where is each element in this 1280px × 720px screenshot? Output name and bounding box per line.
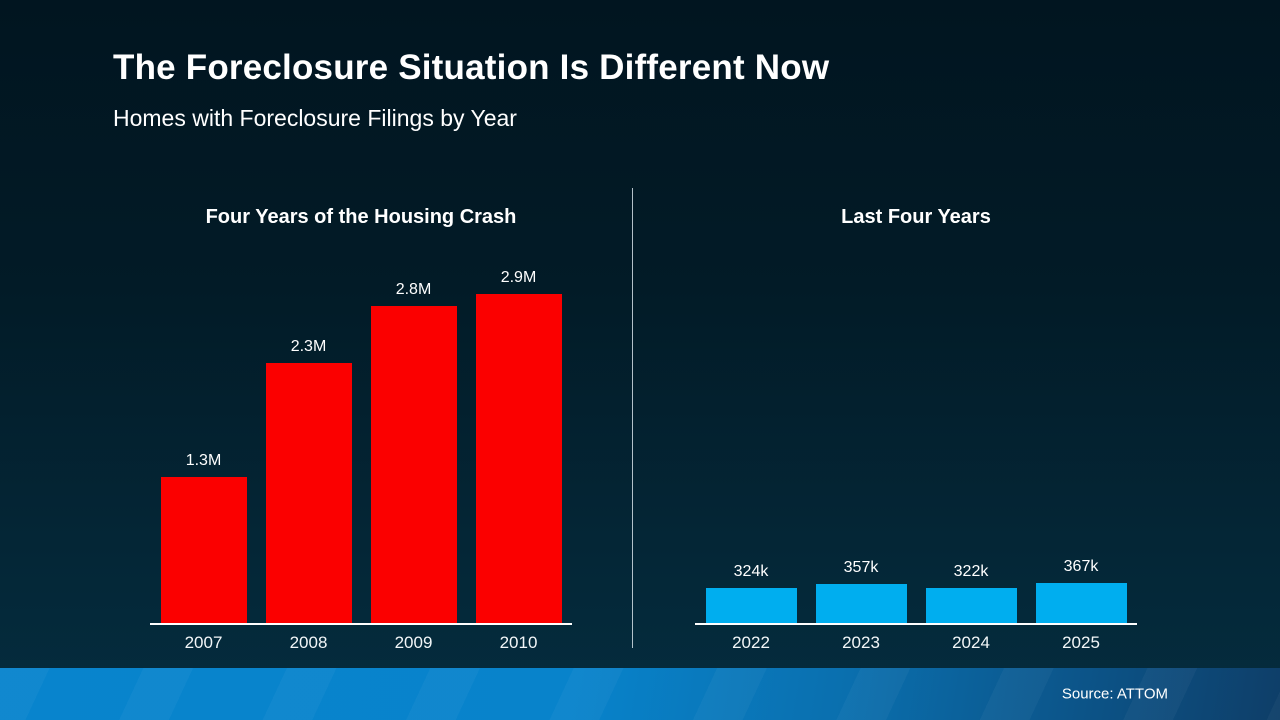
bar — [925, 588, 1017, 625]
x-axis-label: 2009 — [394, 633, 433, 652]
years-row: 2007 2008 2009 2010 — [150, 633, 572, 653]
bar — [1035, 583, 1127, 625]
x-axis-label: 2022 — [732, 633, 770, 652]
page-title: The Foreclosure Situation Is Different N… — [113, 48, 830, 87]
bar-value-label: 367k — [1063, 558, 1099, 575]
bar-value-label: 324k — [733, 563, 769, 580]
x-axis-label: 2010 — [499, 633, 538, 652]
source-attribution: Source: ATTOM — [1061, 685, 1168, 703]
x-axis-label: 2008 — [289, 633, 328, 652]
x-axis-label: 2025 — [1062, 633, 1100, 652]
bars-row: 324k 357k 322k 367k — [695, 558, 1137, 625]
chart-panel-housing-crash: Four Years of the Housing Crash 1.3M 2.3M… — [150, 200, 572, 660]
bar-value-label: 1.3M — [185, 452, 222, 469]
bar-value-label: 2.3M — [290, 338, 327, 355]
bar-value-label: 2.8M — [395, 281, 432, 298]
bar — [815, 584, 907, 625]
years-row: 2022 2023 2024 2025 — [695, 633, 1137, 653]
bar — [475, 294, 562, 625]
x-axis-label: 2024 — [952, 633, 990, 652]
bar-group: 1.3M — [160, 452, 247, 625]
x-axis-label: 2023 — [842, 633, 880, 652]
x-axis-line — [150, 623, 572, 625]
bar-value-label: 357k — [843, 559, 879, 576]
bars-row: 1.3M 2.3M 2.8M 2.9M — [150, 269, 572, 625]
footer-band: Source: ATTOM — [0, 668, 1280, 720]
bar-group: 322k — [925, 563, 1017, 625]
bar-group: 367k — [1035, 558, 1127, 625]
chart-title: Four Years of the Housing Crash — [205, 206, 517, 228]
bar-value-label: 322k — [953, 563, 989, 580]
bar — [160, 477, 247, 625]
bar-group: 2.8M — [370, 281, 457, 625]
chart-panel-last-four-years: Last Four Years 324k 357k 322k 367k 2022 202… — [695, 200, 1137, 660]
bar — [370, 306, 457, 625]
bar — [265, 363, 352, 625]
panel-divider-line — [632, 188, 633, 648]
chart-title: Last Four Years — [841, 206, 991, 228]
bar-group: 2.3M — [265, 338, 352, 625]
bar-group: 357k — [815, 559, 907, 625]
bar-group: 2.9M — [475, 269, 562, 625]
bar-value-label: 2.9M — [500, 269, 537, 286]
page-subtitle: Homes with Foreclosure Filings by Year — [113, 105, 517, 131]
bar-group: 324k — [705, 563, 797, 625]
x-axis-label: 2007 — [184, 633, 223, 652]
x-axis-line — [695, 623, 1137, 625]
bar — [705, 588, 797, 625]
